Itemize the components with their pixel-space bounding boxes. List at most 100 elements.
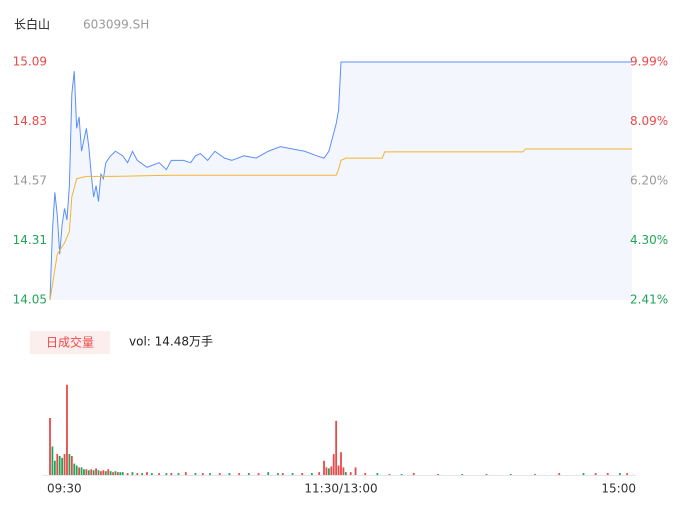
- volume-label: 日成交量: [46, 335, 94, 350]
- volume-bar: [85, 469, 88, 475]
- volume-bar: [400, 474, 403, 475]
- volume-bar: [90, 469, 93, 475]
- volume-bar: [49, 418, 51, 475]
- volume-bar: [323, 460, 325, 475]
- x-tick-label: 09:30: [47, 482, 82, 496]
- volume-bar: [165, 473, 168, 475]
- volume-bar: [194, 473, 197, 475]
- volume-bar: [388, 474, 391, 475]
- volume-bar: [330, 466, 333, 475]
- volume-bar: [87, 470, 90, 475]
- price-line: [49, 61, 632, 301]
- volume-bar: [58, 456, 61, 475]
- average-line: [49, 148, 632, 301]
- volume-bar: [437, 474, 439, 475]
- volume-bar: [56, 454, 59, 475]
- volume-bar: [104, 471, 107, 475]
- volume-bar: [97, 470, 100, 475]
- volume-bar: [136, 473, 139, 475]
- volume-bar: [75, 465, 78, 475]
- volume-bar: [582, 473, 585, 475]
- volume-bar: [126, 473, 129, 475]
- volume-bar: [61, 457, 64, 475]
- volume-bar: [318, 472, 321, 475]
- volume-bar: [209, 473, 211, 475]
- volume-bar: [311, 473, 313, 475]
- volume-bar: [117, 472, 119, 475]
- volume-bar: [66, 384, 68, 475]
- volume-bar: [63, 454, 66, 475]
- volume-bar: [534, 474, 536, 475]
- x-tick-label: 15:00: [601, 482, 636, 496]
- volume-bar: [218, 473, 221, 475]
- volume-bar: [558, 473, 561, 475]
- volume-bar: [291, 473, 294, 475]
- y-tick-label: 15.09: [13, 55, 47, 69]
- volume-bar: [80, 467, 83, 475]
- volume-label-bg: [30, 331, 110, 354]
- volume-bar: [332, 454, 335, 475]
- volume-total: vol: 14.48万手: [129, 335, 213, 349]
- volume-bar: [267, 472, 270, 475]
- volume-bar: [340, 452, 342, 475]
- volume-bar: [594, 473, 597, 475]
- volume-bar: [73, 463, 76, 475]
- volume-bar: [337, 465, 340, 475]
- volume-bar: [146, 472, 148, 475]
- volume-bar: [247, 473, 250, 475]
- volume-bar: [461, 474, 464, 475]
- y-tick-label: 14.57: [13, 174, 47, 188]
- volume-bar: [364, 473, 367, 475]
- volume-bar: [606, 473, 609, 475]
- volume-bar: [257, 473, 260, 475]
- stock-code: 603099.SH: [83, 18, 149, 32]
- volume-bar: [92, 470, 95, 475]
- volume-bar: [119, 472, 122, 475]
- volume-bar: [170, 473, 173, 475]
- volume-bar: [70, 456, 73, 475]
- stock-name: 长白山: [14, 17, 50, 32]
- volume-bar: [238, 473, 241, 475]
- volume-bar: [121, 472, 124, 475]
- volume-bar: [83, 469, 85, 475]
- volume-bar: [78, 467, 80, 475]
- volume-bar: [228, 473, 231, 475]
- volume-bar: [112, 472, 114, 475]
- volume-bar: [131, 472, 134, 475]
- y-tick-label: 14.83: [13, 114, 47, 128]
- volume-bar: [281, 473, 284, 475]
- volume-bar: [158, 473, 161, 475]
- volume-bar: [485, 474, 488, 475]
- volume-bar: [201, 473, 204, 475]
- volume-bar: [509, 474, 512, 475]
- volume-bar: [325, 467, 328, 475]
- volume-bar: [141, 473, 144, 475]
- volume-bar: [184, 472, 187, 475]
- y2-tick-label: 6.20%: [630, 174, 668, 188]
- volume-bar: [114, 471, 117, 475]
- volume-bar: [376, 473, 379, 475]
- volume-bar: [51, 446, 54, 475]
- volume-bar: [107, 469, 110, 475]
- price-area: [50, 62, 632, 300]
- y2-tick-label: 8.09%: [630, 114, 668, 128]
- volume-bar: [53, 460, 56, 475]
- y2-tick-label: 4.30%: [630, 233, 668, 247]
- volume-bar: [342, 467, 345, 475]
- volume-bar: [277, 473, 279, 475]
- volume-bar: [68, 454, 71, 475]
- y-tick-label: 14.31: [13, 233, 47, 247]
- volume-bar: [95, 468, 97, 475]
- volume-bar: [102, 470, 105, 475]
- y-tick-label: 14.05: [13, 293, 47, 307]
- volume-bar: [626, 473, 629, 475]
- y2-tick-label: 2.41%: [630, 293, 668, 307]
- volume-bar: [412, 473, 415, 475]
- volume-bar: [618, 473, 621, 475]
- volume-bar: [109, 471, 112, 475]
- volume-bar: [177, 473, 180, 475]
- volume-bar: [327, 468, 330, 475]
- volume-bar: [349, 472, 352, 475]
- volume-bar: [100, 471, 102, 475]
